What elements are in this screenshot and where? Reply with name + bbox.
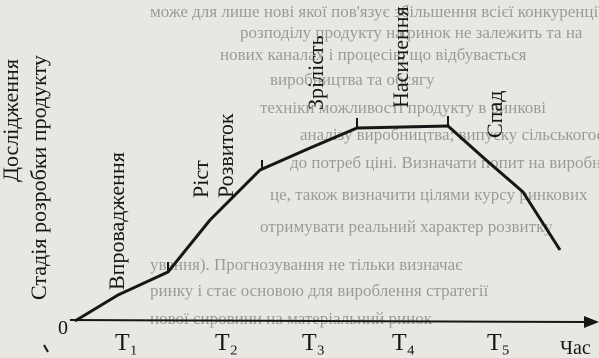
bg-line: виробництва та обсягу [270,70,435,89]
bg-line: розподілу продукту на ринок не залежить … [240,23,583,42]
stage-label-maturity: Зрілість [303,35,328,110]
lifecycle-curve [74,124,562,323]
stage-label-growth-development: Розвиток [213,113,238,198]
y-axis-label-research: Дослідження [0,59,23,182]
period-label: Т₁ [115,330,138,356]
stage-label-introduction: Впровадження [104,152,129,290]
x-axis-label-time: Час [560,337,591,358]
bg-line: ування). Прогнозування не тільки визнача… [150,255,463,274]
bg-line: отримувати реальний характер розвитку [260,217,553,236]
bg-line: техніки можливості продукту в ринкові [260,98,546,117]
period-label: Т₄ [392,330,415,356]
bg-line: це, також визначити цілями курсу ринкови… [270,185,588,204]
period-label: Т₂ [215,330,238,356]
y-axis-label-development: Стадія розробки продукту [26,55,51,300]
bg-line: може для лише нові якої пов'язує збільше… [150,2,599,21]
bg-line: аналізу виробництва; випуску сільськогос… [300,125,599,144]
stage-label-decline: Спад [482,91,507,138]
bg-line: ринку і стає основою для вироблення стра… [150,281,488,300]
stage-label-growth: Ріст [188,160,213,198]
origin-tick [43,344,49,353]
bg-line: до потреб ціні. Визначати попит на вироб… [290,153,599,172]
period-label: Т₃ [302,330,325,356]
x-axis [69,316,599,328]
bg-line: нових каналах і процесів, що відбуваєтьс… [220,45,527,64]
x-axis-arrow-icon [584,316,599,328]
period-label: Т₅ [487,330,510,356]
origin-label: 0 [58,317,68,339]
background-text: може для лише нові якої пов'язує збільше… [150,2,599,328]
stage-label-saturation: Насичення [388,6,413,108]
bg-line: нової сировини на матеріальний ринок [150,309,433,328]
